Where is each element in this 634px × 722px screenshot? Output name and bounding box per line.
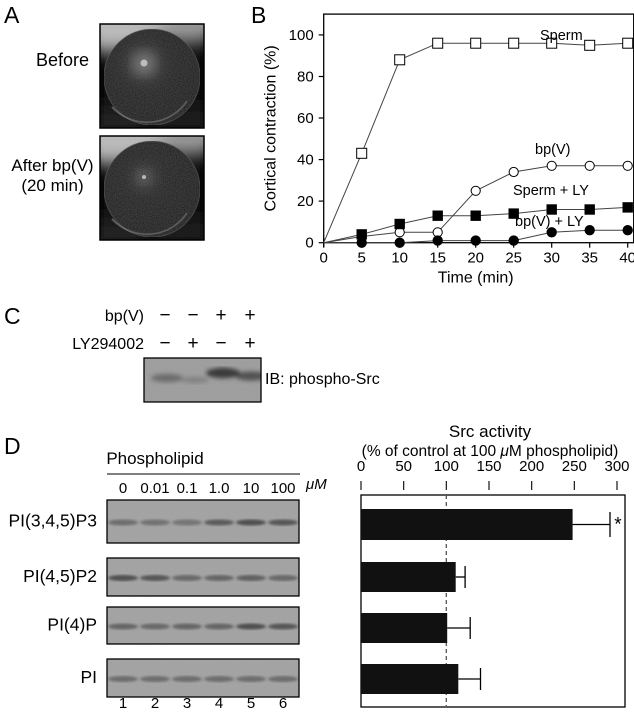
svg-text:100: 100	[289, 27, 314, 44]
svg-text:5: 5	[358, 250, 366, 267]
svg-text:30: 30	[543, 250, 560, 267]
svg-text:Cortical contraction (%): Cortical contraction (%)	[263, 45, 280, 211]
svg-text:25: 25	[505, 250, 522, 267]
svg-text:20: 20	[297, 193, 314, 210]
svg-text:Sperm + LY: Sperm + LY	[513, 183, 589, 199]
svg-text:60: 60	[297, 110, 314, 127]
svg-text:15: 15	[429, 250, 446, 267]
svg-text:bp(V): bp(V)	[535, 142, 570, 158]
svg-text:10: 10	[391, 250, 408, 267]
svg-text:Time (min): Time (min)	[438, 270, 514, 287]
svg-text:40: 40	[297, 152, 314, 169]
svg-text:Sperm: Sperm	[540, 28, 583, 44]
svg-text:35: 35	[581, 250, 598, 267]
svg-text:bp(V) + LY: bp(V) + LY	[515, 214, 584, 230]
svg-text:20: 20	[467, 250, 484, 267]
svg-text:0: 0	[305, 235, 313, 252]
svg-text:80: 80	[297, 69, 314, 86]
svg-text:0: 0	[320, 250, 328, 267]
svg-text:40: 40	[619, 250, 634, 267]
